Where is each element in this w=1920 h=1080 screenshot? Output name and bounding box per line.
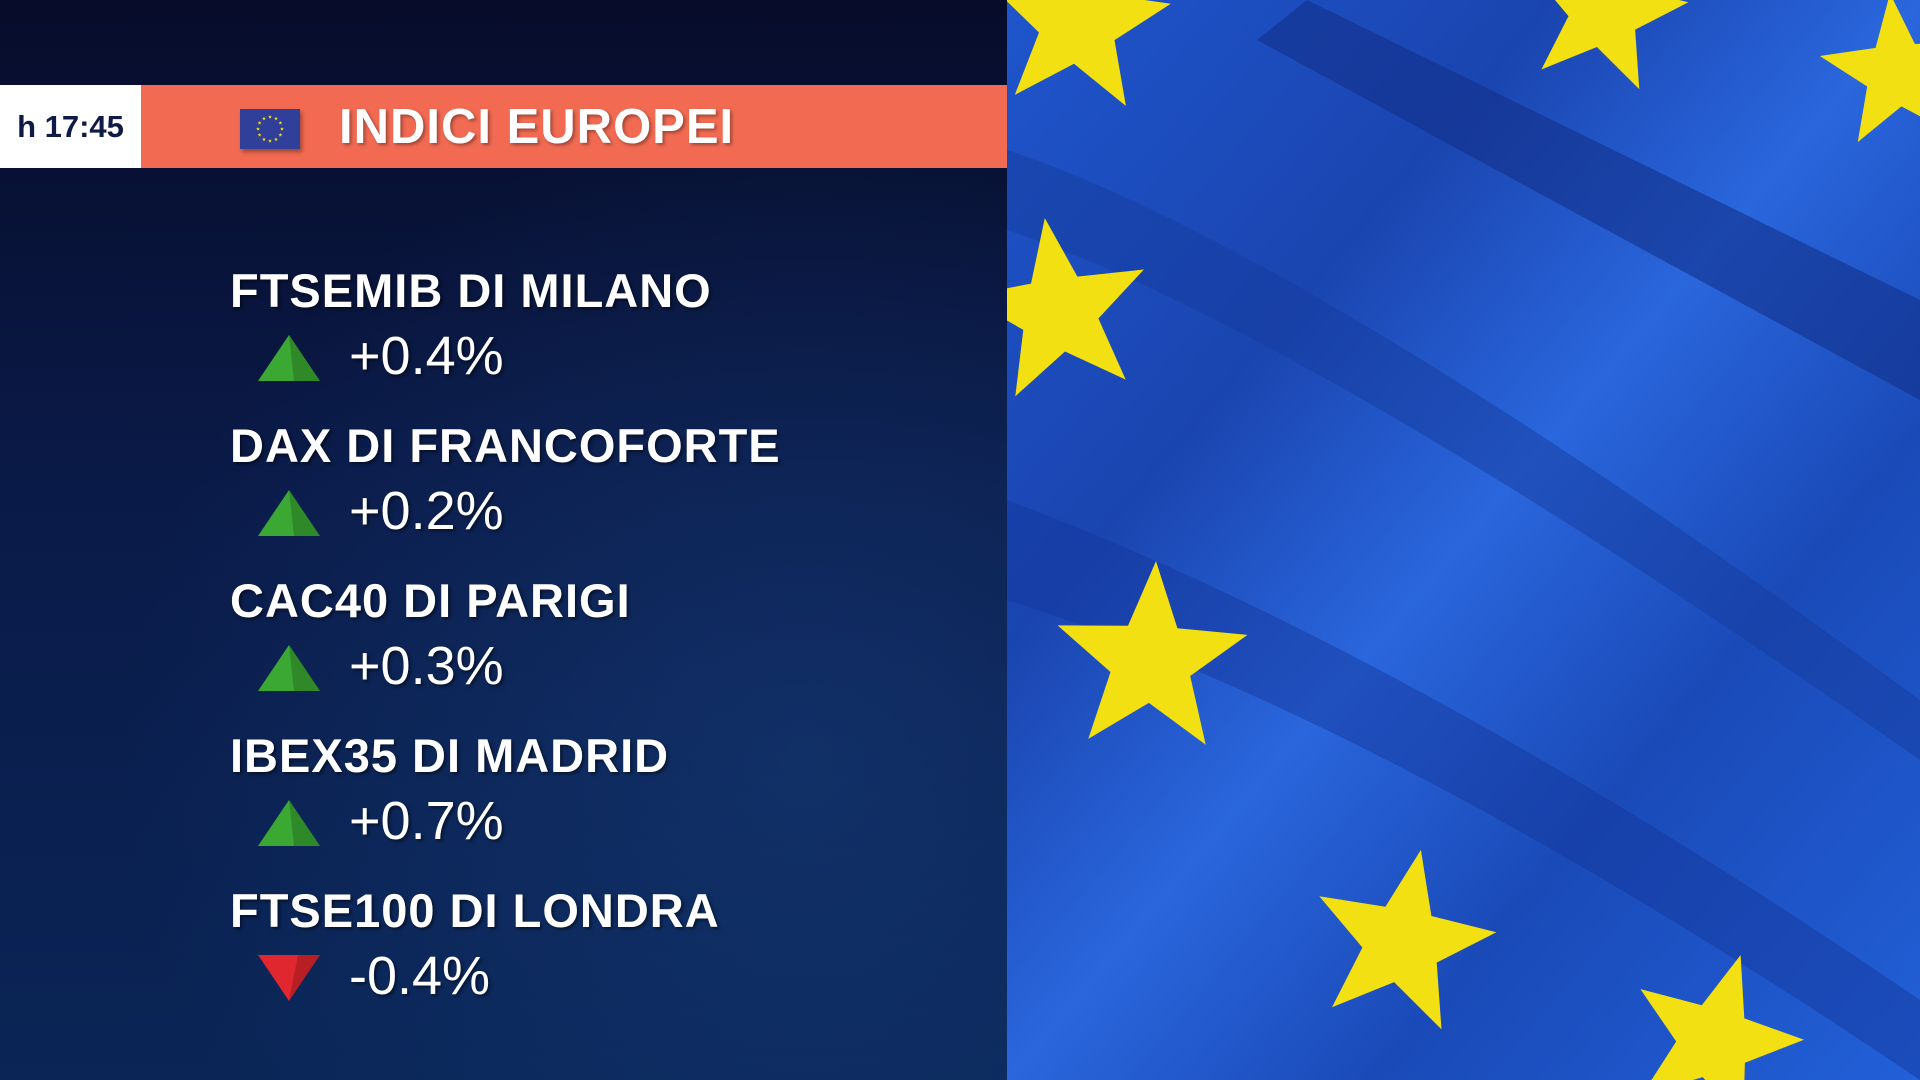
index-name: CAC40 DI PARIGI: [230, 574, 631, 627]
flag-star: [1819, 0, 1920, 143]
flag-star: [280, 127, 284, 131]
up-arrow-icon: [258, 800, 320, 846]
flag-star: [1007, 218, 1144, 397]
flag-star: [262, 116, 266, 121]
up-arrow-icon: [258, 335, 320, 381]
index-row: CAC40 DI PARIGI +0.3%: [230, 573, 631, 696]
flag-star: [256, 127, 260, 131]
down-arrow-icon: [258, 955, 320, 1001]
index-name: FTSEMIB DI MILANO: [230, 264, 712, 317]
title-bar: INDICI EUROPEI: [141, 85, 1007, 168]
flag-star: [1007, 0, 1171, 106]
eu-flag-image: [1007, 0, 1920, 1080]
index-change: +0.3%: [349, 636, 504, 696]
flag-star: [1057, 561, 1248, 745]
index-name: IBEX35 DI MADRID: [230, 729, 670, 782]
index-change: -0.4%: [349, 946, 491, 1006]
flag-star: [1319, 849, 1497, 1030]
index-name: FTSE100 DI LONDRA: [230, 884, 720, 937]
index-change: +0.4%: [349, 326, 504, 386]
header-bar: h 17:45 INDICI EUROPEI: [0, 85, 1007, 168]
page-title: INDICI EUROPEI: [339, 100, 735, 154]
flag-star: [268, 115, 272, 119]
flag-star: [274, 116, 278, 121]
index-row: FTSE100 DI LONDRA -0.4%: [230, 883, 720, 1006]
time-label: h 17:45: [0, 85, 141, 168]
up-arrow-icon: [258, 490, 320, 536]
index-change: +0.7%: [349, 791, 504, 851]
index-row: IBEX35 DI MADRID +0.7%: [230, 728, 670, 851]
index-name: DAX DI FRANCOFORTE: [230, 419, 781, 472]
index-row: FTSEMIB DI MILANO +0.4%: [230, 263, 712, 386]
index-row: DAX DI FRANCOFORTE +0.2%: [230, 418, 781, 541]
up-arrow-icon: [258, 645, 320, 691]
flag-star: [262, 137, 266, 141]
flag-star: [257, 133, 262, 137]
flag-star: [278, 133, 283, 137]
flag-star: [1541, 0, 1689, 90]
flag-star: [268, 139, 272, 143]
index-change: +0.2%: [349, 481, 504, 541]
dark-background: [0, 0, 1007, 1080]
flag-star: [1640, 955, 1804, 1080]
flag-star: [278, 121, 283, 125]
flag-star: [274, 137, 278, 141]
eu-flag-icon: [240, 109, 300, 149]
flag-star: [257, 121, 262, 125]
